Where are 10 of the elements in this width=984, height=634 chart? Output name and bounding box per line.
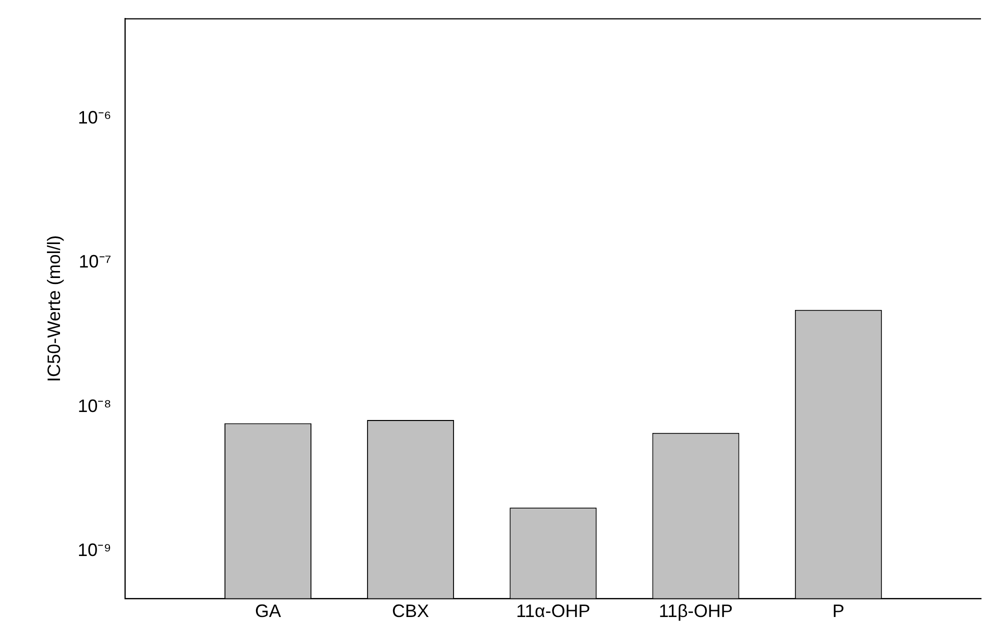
- x-tick-label: 11β-OHP: [658, 601, 733, 622]
- y-axis-title: IC50-Werte (mol/l): [44, 235, 64, 382]
- x-tick-label: 11α-OHP: [516, 601, 590, 622]
- x-tick-label: GA: [254, 601, 281, 622]
- y-tick-label: 10⁻⁷: [78, 252, 112, 272]
- y-tick-label: 10⁻⁹: [78, 540, 112, 560]
- x-tick-label: P: [832, 601, 844, 622]
- y-tick-label: 10⁻⁶: [78, 107, 112, 128]
- x-tick-label: CBX: [392, 601, 430, 622]
- y-tick-label: 10⁻⁸: [78, 396, 112, 416]
